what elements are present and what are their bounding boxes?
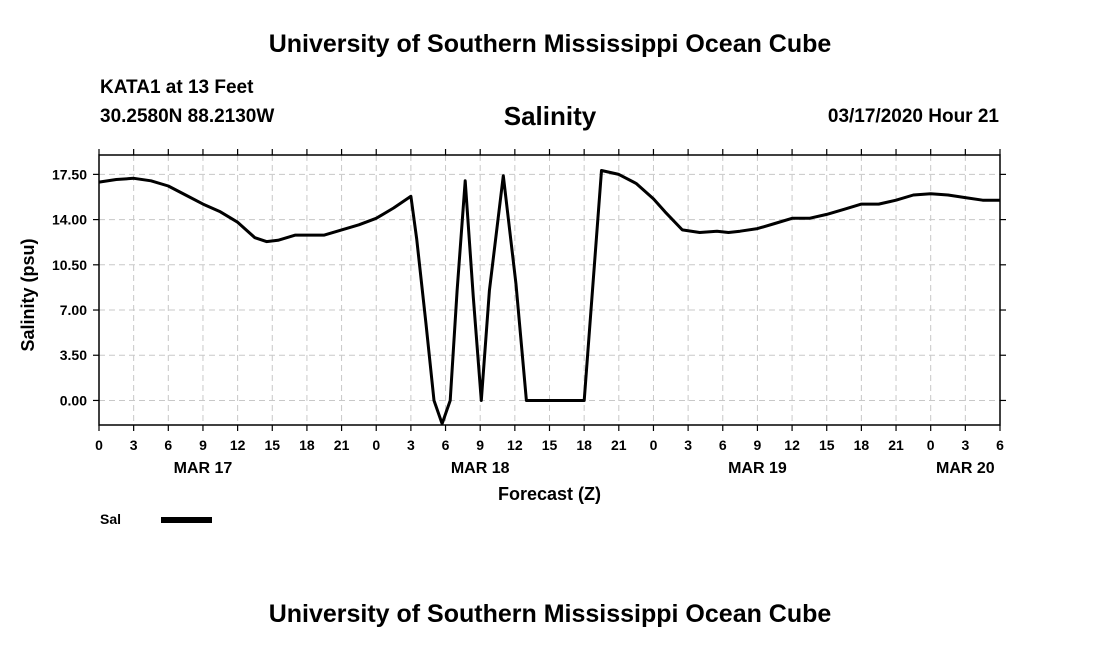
x-tick-label: 18 bbox=[299, 437, 315, 453]
x-axis-label: Forecast (Z) bbox=[498, 484, 601, 504]
y-tick-label: 14.00 bbox=[52, 212, 87, 228]
x-tick-label: 9 bbox=[476, 437, 484, 453]
station-label: KATA1 at 13 Feet bbox=[100, 77, 254, 98]
x-tick-label: 0 bbox=[95, 437, 103, 453]
x-tick-label: 3 bbox=[130, 437, 138, 453]
x-tick-label: 15 bbox=[542, 437, 558, 453]
x-tick-label: 9 bbox=[754, 437, 762, 453]
date-label: MAR 20 bbox=[936, 460, 995, 477]
x-tick-label: 0 bbox=[372, 437, 380, 453]
x-tick-label: 21 bbox=[888, 437, 904, 453]
x-tick-label: 12 bbox=[507, 437, 523, 453]
x-tick-label: 15 bbox=[264, 437, 280, 453]
x-tick-label: 12 bbox=[230, 437, 246, 453]
forecast-datetime: 03/17/2020 Hour 21 bbox=[827, 106, 999, 127]
x-tick-label: 6 bbox=[442, 437, 450, 453]
x-tick-label: 3 bbox=[684, 437, 692, 453]
x-tick-label: 3 bbox=[961, 437, 969, 453]
y-tick-label: 7.00 bbox=[60, 302, 87, 318]
x-tick-label: 6 bbox=[719, 437, 727, 453]
x-tick-label: 18 bbox=[576, 437, 592, 453]
x-tick-label: 15 bbox=[819, 437, 835, 453]
date-label: MAR 17 bbox=[174, 460, 233, 477]
y-tick-label: 10.50 bbox=[52, 257, 87, 273]
legend-label: Sal bbox=[100, 511, 121, 527]
chart-title: Salinity bbox=[503, 101, 597, 131]
x-tick-label: 21 bbox=[611, 437, 627, 453]
y-axis-label: Salinity (psu) bbox=[18, 238, 38, 351]
x-tick-label: 18 bbox=[854, 437, 870, 453]
station-coordinates: 30.2580N 88.2130W bbox=[100, 106, 275, 127]
y-tick-label: 17.50 bbox=[52, 166, 87, 182]
x-tick-label: 3 bbox=[407, 437, 415, 453]
plot-frame bbox=[98, 154, 1001, 426]
x-tick-label: 21 bbox=[334, 437, 350, 453]
page-title: University of Southern Mississippi Ocean… bbox=[268, 30, 832, 58]
x-tick-label: 0 bbox=[927, 437, 935, 453]
x-tick-label: 6 bbox=[996, 437, 1004, 453]
footer-title: University of Southern Mississippi Ocean… bbox=[268, 600, 832, 628]
y-tick-label: 3.50 bbox=[60, 347, 87, 363]
date-label: MAR 18 bbox=[451, 460, 510, 477]
x-tick-label: 0 bbox=[650, 437, 658, 453]
x-tick-label: 9 bbox=[199, 437, 207, 453]
date-label: MAR 19 bbox=[728, 460, 787, 477]
y-tick-label: 0.00 bbox=[60, 392, 87, 408]
x-tick-label: 6 bbox=[164, 437, 172, 453]
series-line-sal bbox=[98, 169, 1000, 426]
x-tick-label: 12 bbox=[784, 437, 800, 453]
